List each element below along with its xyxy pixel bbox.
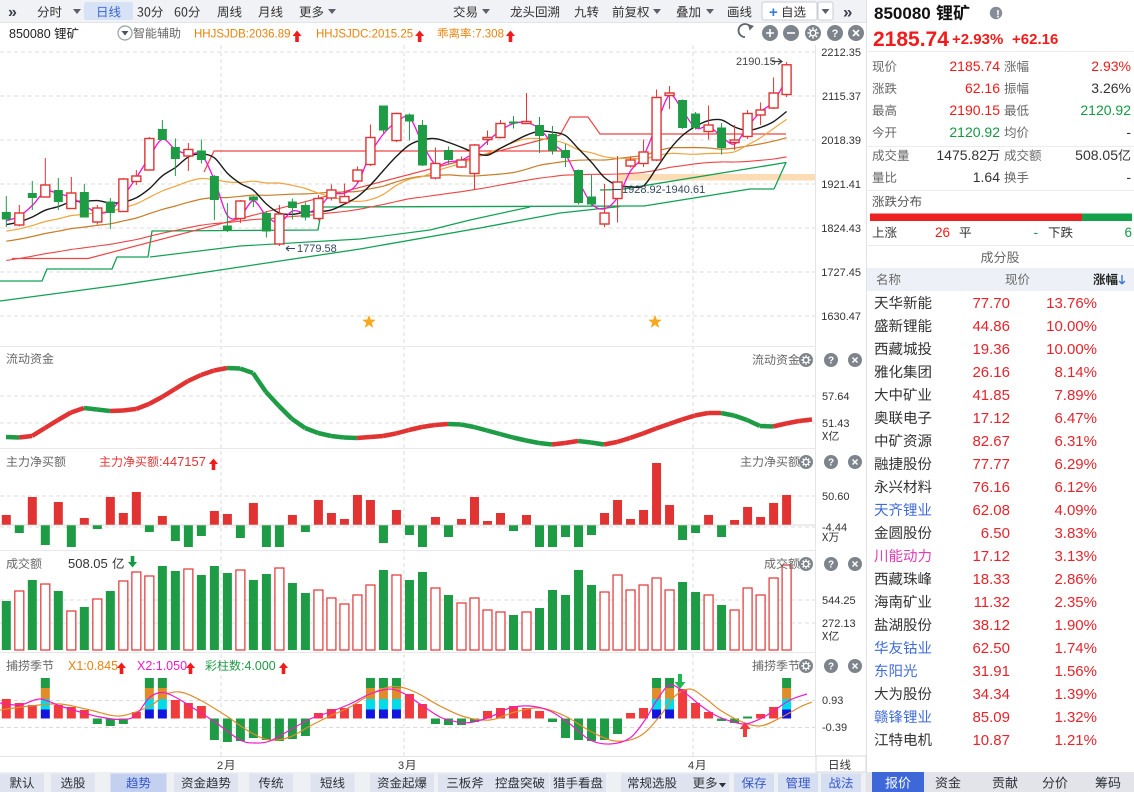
svg-text:77.70: 77.70 [972,295,1010,312]
svg-text:50.60: 50.60 [822,491,850,503]
svg-text:11.32: 11.32 [974,594,1010,611]
svg-text:19.36: 19.36 [972,341,1010,358]
svg-text:1928.92-1940.61: 1928.92-1940.61 [622,184,705,196]
svg-text:62.50: 62.50 [972,640,1010,657]
svg-text:10.00%: 10.00% [1046,341,1097,358]
svg-text:17.12: 17.12 [972,548,1010,565]
svg-text:41.85: 41.85 [972,387,1010,404]
svg-text:17.12: 17.12 [972,410,1010,427]
svg-text:62.16: 62.16 [965,80,1000,96]
svg-text:HHJSJDB:2036.89: HHJSJDB:2036.89 [194,29,291,41]
svg-text:7.89%: 7.89% [1054,387,1097,404]
svg-text:»: » [843,3,852,22]
svg-text:2.86%: 2.86% [1054,571,1097,588]
svg-text:85.09: 85.09 [972,709,1010,726]
svg-text:2190.15: 2190.15 [736,56,776,68]
svg-text:1.56%: 1.56% [1054,663,1097,680]
svg-text:-: - [1126,169,1131,185]
svg-text:3.26%: 3.26% [1091,80,1131,96]
svg-text:1824.43: 1824.43 [821,223,861,235]
svg-text:1475.82: 1475.82 [936,147,987,163]
svg-text:HHJSJDC:2015.25: HHJSJDC:2015.25 [316,29,413,41]
svg-text:850080: 850080 [9,27,51,41]
svg-text:508.05: 508.05 [1075,147,1118,163]
svg-text:1921.41: 1921.41 [821,179,861,191]
svg-text:6.50: 6.50 [981,525,1010,542]
svg-text:+2.93%: +2.93% [952,31,1003,48]
svg-text:2.93%: 2.93% [1091,58,1131,74]
svg-text:»: » [8,4,17,21]
svg-text:0.93: 0.93 [822,695,843,707]
svg-text:18.33: 18.33 [972,571,1010,588]
svg-text:34.34: 34.34 [972,686,1010,703]
svg-text:26.16: 26.16 [972,364,1010,381]
svg-text:1779.58: 1779.58 [297,243,337,255]
svg-text::447157: :447157 [159,454,206,469]
svg-text:2018.39: 2018.39 [821,135,861,147]
svg-text:6.47%: 6.47% [1054,410,1097,427]
svg-text:6: 6 [1124,225,1132,240]
svg-text:62.08: 62.08 [972,502,1010,519]
svg-text:2.35%: 2.35% [1054,594,1097,611]
svg-text:2: 2 [217,760,223,772]
svg-text:10.00%: 10.00% [1046,318,1097,335]
svg-text:?: ? [828,560,834,571]
svg-text:51.43: 51.43 [822,418,850,430]
svg-text:4: 4 [688,760,694,772]
svg-text:2212.35: 2212.35 [821,47,861,59]
svg-text:1630.47: 1630.47 [821,311,861,323]
svg-text:77.77: 77.77 [972,456,1010,473]
svg-text:1727.45: 1727.45 [821,267,861,279]
svg-text:!: ! [996,8,1000,20]
svg-text:?: ? [828,662,834,673]
svg-text:1.39%: 1.39% [1054,686,1097,703]
svg-text:272.13: 272.13 [822,618,856,630]
svg-text:1.32%: 1.32% [1054,709,1097,726]
svg-text:?: ? [832,28,839,40]
svg-text:+: + [769,4,778,21]
svg-text:X1:0.845: X1:0.845 [68,659,118,673]
svg-text:850080: 850080 [874,4,931,23]
svg-text:6.31%: 6.31% [1054,433,1097,450]
svg-text:1.21%: 1.21% [1054,732,1097,749]
svg-text:1.90%: 1.90% [1054,617,1097,634]
svg-text:?: ? [828,356,834,367]
svg-text:-4.44: -4.44 [822,522,847,534]
svg-text:4.09%: 4.09% [1054,502,1097,519]
svg-text:2120.92: 2120.92 [949,124,1000,140]
svg-text:1.64: 1.64 [973,169,1000,185]
svg-text:2185.74: 2185.74 [873,28,949,51]
svg-text:?: ? [828,458,834,469]
svg-text:13.76%: 13.76% [1046,295,1097,312]
svg-text:2115.37: 2115.37 [822,91,861,103]
svg-text:3.13%: 3.13% [1054,548,1097,565]
svg-text:-: - [1034,225,1039,240]
svg-text:2190.15: 2190.15 [949,102,1000,118]
svg-text::7.308: :7.308 [472,29,504,41]
svg-text:+62.16: +62.16 [1012,31,1058,48]
svg-text:6.12%: 6.12% [1054,479,1097,496]
svg-text:508.05: 508.05 [68,556,108,571]
svg-text:26: 26 [935,225,950,240]
svg-text:8.14%: 8.14% [1054,364,1097,381]
svg-text:10.87: 10.87 [972,732,1010,749]
svg-text:6.29%: 6.29% [1054,456,1097,473]
svg-text:-: - [1126,124,1131,140]
svg-text:44.86: 44.86 [972,318,1010,335]
svg-text:3.83%: 3.83% [1054,525,1097,542]
svg-text:X2:1.050: X2:1.050 [137,659,187,673]
svg-text:2185.74: 2185.74 [949,58,1000,74]
svg-text:2120.92: 2120.92 [1080,102,1131,118]
svg-text:38.12: 38.12 [972,617,1010,634]
svg-text:-0.39: -0.39 [822,722,847,734]
svg-text:544.25: 544.25 [822,595,856,607]
svg-text:31.91: 31.91 [972,663,1010,680]
svg-text:76.16: 76.16 [972,479,1010,496]
svg-text:82.67: 82.67 [972,433,1010,450]
svg-text:1.74%: 1.74% [1054,640,1097,657]
svg-text:57.64: 57.64 [822,391,850,403]
svg-text:3: 3 [398,760,404,772]
svg-text::4.000: :4.000 [241,659,276,673]
